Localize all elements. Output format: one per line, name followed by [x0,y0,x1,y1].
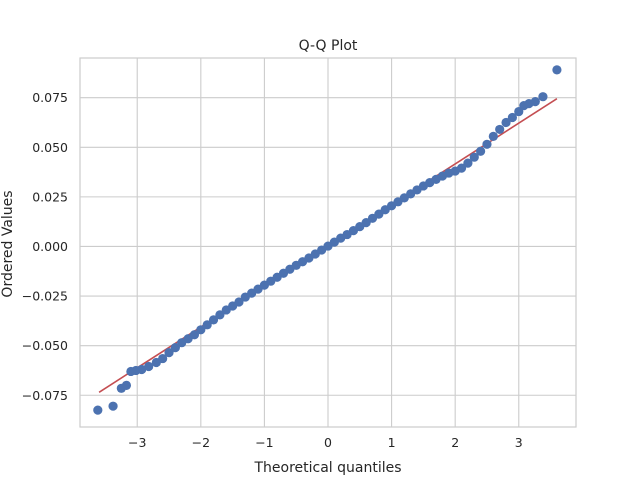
y-tick-labels: −0.075 −0.050 −0.025 0.000 0.025 0.050 0.075 [22,90,68,403]
y-axis-label: Ordered Values [0,190,16,297]
data-point [158,353,168,364]
data-point [196,325,206,335]
data-point [170,343,180,353]
data-point [476,146,486,156]
data-point [234,297,244,307]
chart-title: Q-Q Plot [299,38,358,54]
data-point [463,158,473,168]
x-tick-label: 2 [451,435,459,450]
y-tick-label: −0.075 [22,388,68,403]
data-point [507,112,518,123]
data-point [552,65,562,75]
data-point [495,124,505,135]
data-point [202,320,212,330]
y-tick-label: 0.075 [32,90,68,105]
data-point [488,131,498,141]
plot-frame [79,57,577,428]
data-point [469,152,479,162]
x-tick-labels: −3 −2 −1 0 1 2 3 [128,435,523,450]
y-tick-label: 0.000 [32,239,68,254]
data-points [93,65,562,415]
data-point [538,92,548,102]
data-point [137,364,147,375]
data-point [482,139,492,149]
y-tick-label: −0.050 [22,338,68,353]
data-point [530,97,540,107]
data-point [144,361,154,372]
x-tick-label: −1 [255,435,273,450]
data-point [164,348,174,358]
data-point [189,330,200,340]
x-tick-label: 3 [515,435,523,450]
data-point [215,310,225,320]
data-point [208,315,219,325]
data-point [108,401,118,411]
data-point [121,380,132,390]
y-tick-label: 0.025 [32,189,68,204]
x-axis-label: Theoretical quantiles [253,460,401,476]
x-tick-label: −2 [192,435,210,450]
data-point [456,163,467,173]
y-tick-label: −0.025 [22,289,68,304]
x-tick-label: 1 [388,435,396,450]
x-tick-label: 0 [324,435,332,450]
data-point [501,117,511,128]
data-point [93,405,103,415]
x-tick-label: −3 [128,435,146,450]
grid-lines [80,58,576,427]
y-tick-label: 0.050 [32,140,68,155]
